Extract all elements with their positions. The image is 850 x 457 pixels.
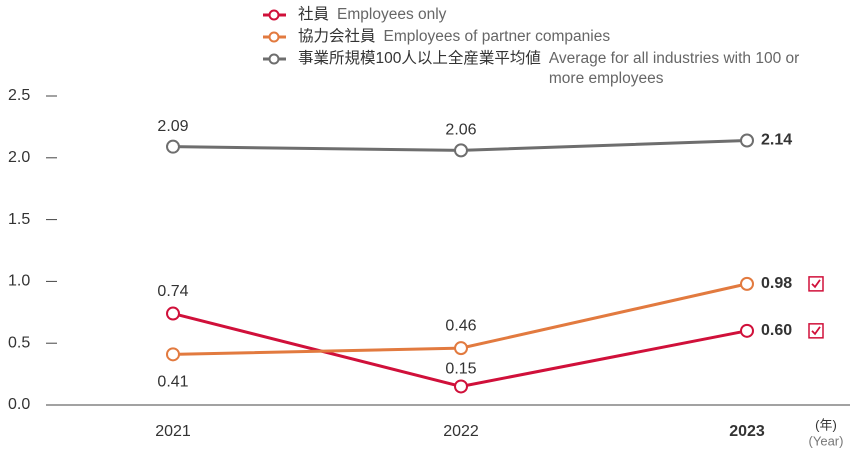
y-tick-label: 1.0 xyxy=(8,273,30,290)
legend-item: 社員 Employees only xyxy=(262,5,446,25)
point xyxy=(166,139,180,154)
legend-label-en: Employees of partner companies xyxy=(383,28,611,45)
legend-swatch xyxy=(263,53,286,65)
data-label: 0.60 xyxy=(761,322,792,339)
y-tick-label: 2.5 xyxy=(8,87,30,104)
y-tick-label: 0.5 xyxy=(8,334,30,351)
legend-swatch xyxy=(263,9,286,21)
point xyxy=(740,276,754,291)
x-tick-label: 2023 xyxy=(729,423,765,440)
point xyxy=(166,306,180,321)
legend-label: 協力会社員 xyxy=(298,28,376,45)
data-label: 0.15 xyxy=(445,361,476,378)
point xyxy=(454,341,468,356)
y-tick-label: 0.0 xyxy=(8,396,30,413)
legend-marker xyxy=(268,53,280,65)
y-tick-label: 1.5 xyxy=(8,211,30,228)
data-label: 2.09 xyxy=(157,118,188,135)
data-label: 0.98 xyxy=(761,275,792,292)
legend-marker xyxy=(268,9,280,21)
point xyxy=(740,323,754,338)
x-unit-en: (Year) xyxy=(809,433,844,448)
data-label: 0.41 xyxy=(157,374,188,391)
check-mark xyxy=(811,279,821,289)
data-label: 0.74 xyxy=(157,283,188,300)
legend-label: 社員 xyxy=(298,6,330,23)
legend-item: 協力会社員 Employees of partner companies xyxy=(262,27,610,47)
check-icon xyxy=(808,276,824,292)
check-mark xyxy=(811,326,821,336)
legend-label-en: Employees only xyxy=(337,6,447,23)
data-label: 2.14 xyxy=(761,132,792,149)
data-label: 2.06 xyxy=(445,122,476,139)
x-tick-label: 2022 xyxy=(443,423,479,440)
legend-marker xyxy=(268,31,280,43)
y-tick-label: 2.0 xyxy=(8,149,30,166)
point xyxy=(740,133,754,148)
x-tick-label: 2021 xyxy=(155,423,191,440)
point xyxy=(166,347,180,362)
x-unit: (年) xyxy=(815,417,837,432)
legend-item: 事業所規模100人以上全産業平均値 Average for all industr… xyxy=(262,49,817,89)
point xyxy=(454,143,468,158)
legend-label-en: Average for all industries with 100 or m… xyxy=(548,50,800,87)
point xyxy=(454,379,468,394)
legend-swatch xyxy=(263,31,286,43)
data-label: 0.46 xyxy=(445,317,476,334)
legend-label: 事業所規模100人以上全産業平均値 xyxy=(298,50,541,67)
check-icon xyxy=(808,323,824,339)
